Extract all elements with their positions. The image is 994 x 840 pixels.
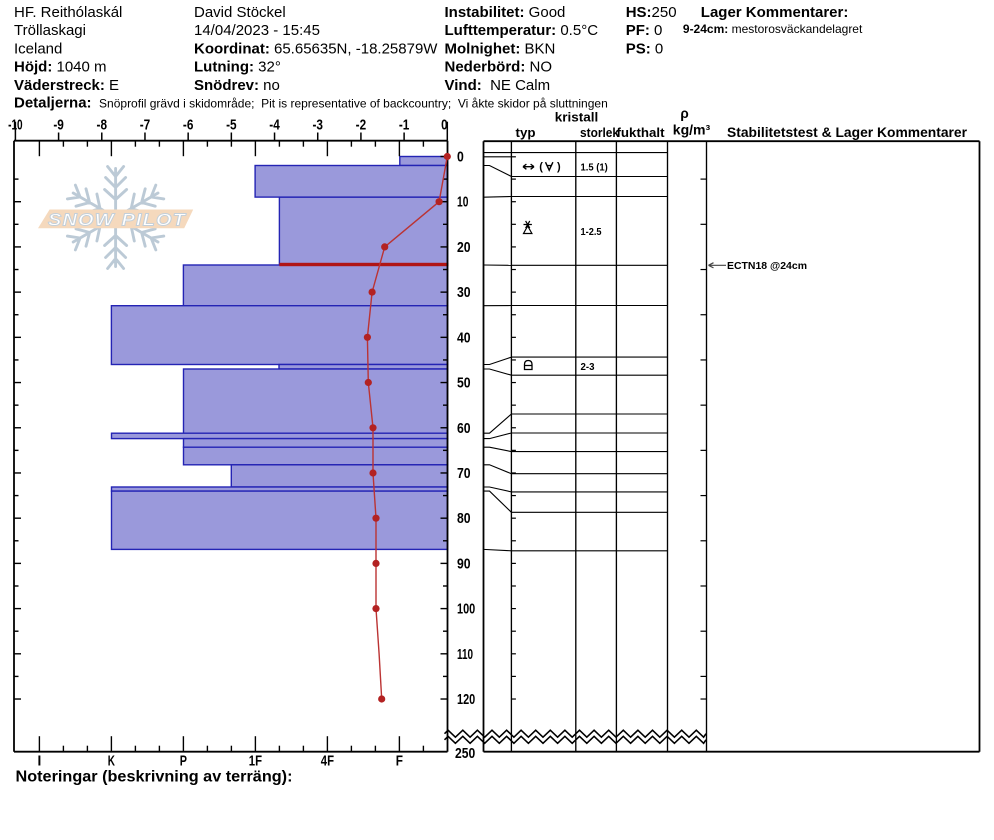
svg-text:40: 40	[457, 330, 471, 346]
svg-text:Lager Kommentarer:: Lager Kommentarer:	[701, 4, 849, 21]
svg-text:Molnighet: BKN: Molnighet: BKN	[445, 40, 556, 57]
svg-text:60: 60	[457, 421, 471, 437]
svg-text:1F: 1F	[249, 754, 262, 770]
svg-text:ECTN18 @24cm: ECTN18 @24cm	[727, 261, 807, 272]
svg-text:-6: -6	[183, 118, 194, 134]
svg-text:typ: typ	[516, 125, 536, 140]
svg-text:-4: -4	[269, 118, 280, 134]
svg-text:50: 50	[457, 376, 471, 392]
svg-text:30: 30	[457, 285, 471, 301]
svg-text:-10: -10	[8, 118, 23, 134]
svg-text:Vind: NE Calm: Vind: NE Calm	[445, 77, 551, 94]
svg-text:2-3: 2-3	[581, 362, 595, 373]
svg-text:SNOW PILOT: SNOW PILOT	[48, 210, 186, 230]
svg-text:10: 10	[457, 195, 468, 211]
svg-text:-3: -3	[312, 118, 323, 134]
svg-text:20: 20	[457, 240, 471, 256]
svg-text:HS:250: HS:250	[626, 4, 677, 21]
svg-text:PF: 0: PF: 0	[626, 22, 663, 39]
svg-text:Lufttemperatur: 0.5°C: Lufttemperatur: 0.5°C	[445, 22, 599, 39]
svg-text:(: (	[539, 161, 543, 173]
svg-text:120: 120	[457, 692, 475, 708]
svg-text:I: I	[38, 754, 42, 770]
svg-text:-1: -1	[399, 118, 410, 134]
svg-text:100: 100	[457, 602, 475, 618]
svg-text:Väderstreck: E: Väderstreck: E	[14, 77, 119, 94]
svg-text:Detaljerna: Snöprofil grävd i: Detaljerna: Snöprofil grävd i skidområde…	[14, 95, 608, 112]
svg-text:-8: -8	[97, 118, 108, 134]
svg-text:Stabilitetstest & Lager Kommen: Stabilitetstest & Lager Kommentarer	[727, 125, 968, 140]
svg-text:-2: -2	[356, 118, 367, 134]
svg-text:250: 250	[455, 746, 475, 762]
svg-text:110: 110	[457, 647, 473, 663]
svg-text:PS: 0: PS: 0	[626, 40, 664, 57]
svg-text:-5: -5	[226, 118, 237, 134]
svg-text:-7: -7	[140, 118, 151, 134]
svg-text:David Stöckel: David Stöckel	[194, 4, 286, 21]
svg-text:14/04/2023 - 15:45: 14/04/2023 - 15:45	[194, 22, 320, 39]
svg-text:9-24cm: mestorosväckandelagret: 9-24cm: mestorosväckandelagret	[683, 22, 863, 36]
svg-text:1.5 (1): 1.5 (1)	[581, 163, 608, 174]
svg-text:80: 80	[457, 511, 471, 527]
svg-text:70: 70	[457, 466, 471, 482]
svg-text:4F: 4F	[321, 754, 334, 770]
svg-text:storlek: storlek	[580, 125, 620, 140]
svg-text:fukthalt: fukthalt	[617, 125, 666, 140]
svg-text:Nederbörd: NO: Nederbörd: NO	[445, 59, 553, 76]
svg-text:K: K	[108, 754, 116, 770]
svg-text:kg/m³: kg/m³	[673, 123, 711, 138]
svg-text:Höjd: 1040 m: Höjd: 1040 m	[14, 59, 107, 76]
svg-text:Noteringar (beskrivning av ter: Noteringar (beskrivning av terräng):	[16, 769, 293, 786]
svg-text:0: 0	[441, 118, 448, 134]
svg-text:HF. Reithólaskál: HF. Reithólaskál	[14, 4, 122, 21]
svg-text:0: 0	[457, 150, 464, 166]
svg-text:Lutning: 32°: Lutning: 32°	[194, 59, 281, 76]
svg-text:Snödrev: no: Snödrev: no	[194, 77, 280, 94]
svg-text:kristall: kristall	[555, 110, 599, 125]
svg-text:90: 90	[457, 556, 471, 572]
svg-text:ρ: ρ	[680, 106, 688, 121]
svg-text:): )	[557, 161, 561, 173]
svg-text:P: P	[180, 754, 187, 770]
svg-text:Tröllaskagi: Tröllaskagi	[14, 22, 86, 39]
svg-text:F: F	[396, 754, 403, 770]
svg-text:Koordinat: 65.65635N, -18.2587: Koordinat: 65.65635N, -18.25879W	[194, 40, 438, 57]
svg-text:Iceland: Iceland	[14, 40, 62, 57]
svg-text:Instabilitet: Good: Instabilitet: Good	[445, 4, 566, 21]
svg-text:1-2.5: 1-2.5	[581, 227, 602, 238]
svg-text:-9: -9	[53, 118, 64, 134]
